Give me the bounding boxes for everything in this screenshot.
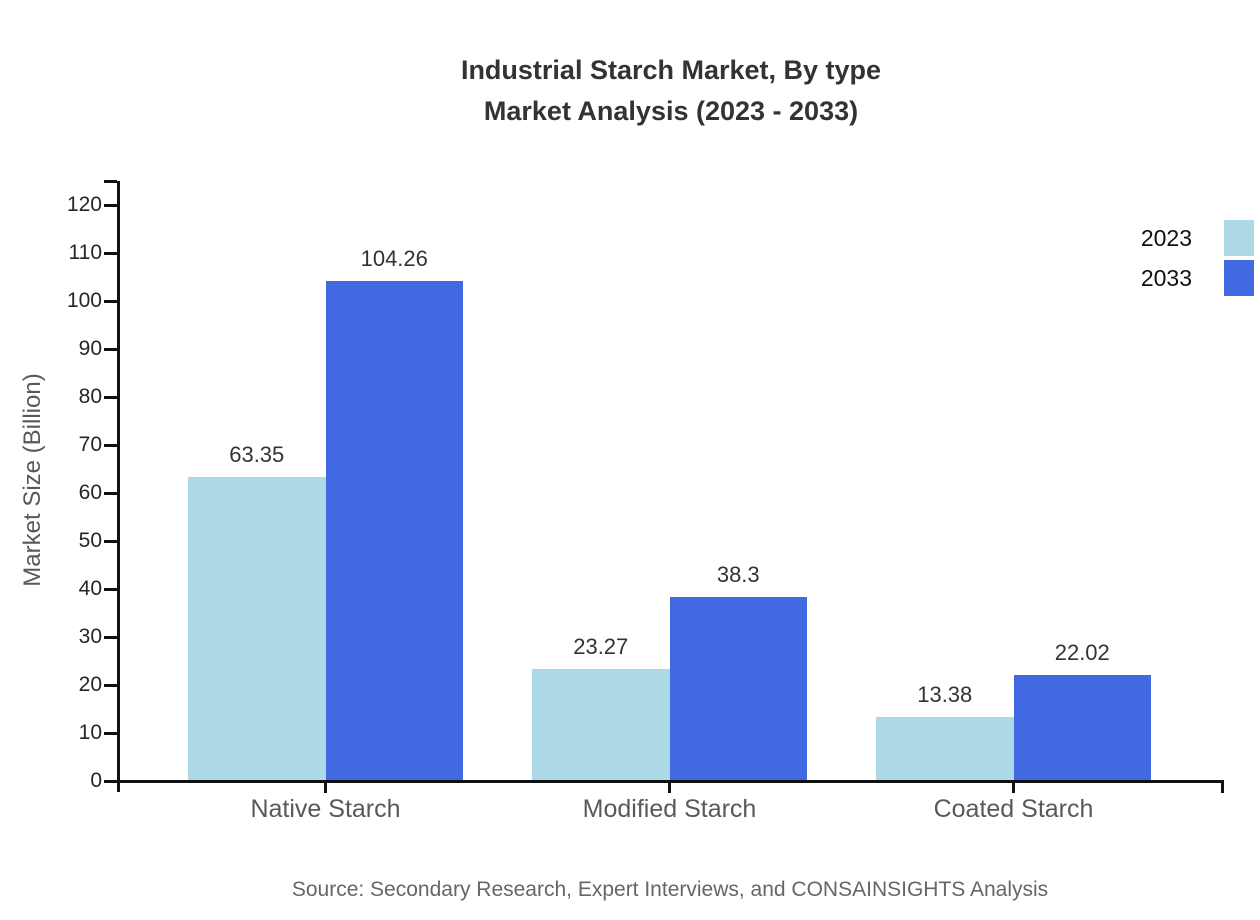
bar-2023-coated-starch: [876, 716, 1014, 781]
y-tick-label: 80: [78, 385, 102, 408]
y-tick: [104, 731, 117, 735]
y-tick-label: 10: [78, 721, 102, 744]
bar-value-label: 63.35: [229, 441, 285, 467]
x-axis-end-tick: [1220, 781, 1224, 793]
legend-swatch-2023: [1224, 220, 1254, 256]
bar-2033-coated-starch: [1013, 675, 1151, 781]
chart-title: Industrial Starch Market, By type Market …: [91, 50, 1251, 132]
y-tick: [104, 443, 117, 447]
bar-2023-native-starch: [188, 476, 326, 781]
legend-label-2023: 2023: [1140, 225, 1192, 251]
category-label-native-starch: Native Starch: [250, 795, 401, 823]
legend-label-2033: 2033: [1140, 265, 1192, 291]
y-tick-label: 40: [78, 577, 102, 600]
category-label-modified-starch: Modified Starch: [582, 795, 757, 823]
category-label-coated-starch: Coated Starch: [933, 795, 1094, 823]
source-note: Source: Secondary Research, Expert Inter…: [291, 878, 1049, 901]
y-tick-label: 100: [66, 289, 102, 312]
x-tick: [324, 781, 327, 793]
x-tick: [1012, 781, 1015, 793]
y-tick: [104, 683, 117, 687]
bar-2033-native-starch: [325, 280, 463, 781]
bar-2023-modified-starch: [532, 669, 670, 781]
y-tick-label: 60: [78, 481, 102, 504]
chart-title-line2: Market Analysis (2023 - 2033): [483, 96, 859, 126]
bar-2033-modified-starch: [669, 597, 807, 781]
y-tick-label: 90: [78, 337, 102, 360]
y-tick: [104, 491, 117, 495]
y-axis-spine: [117, 181, 120, 792]
legend-swatch-2033: [1224, 260, 1254, 296]
bar-value-label: 104.26: [360, 245, 428, 271]
y-tick: [104, 347, 117, 351]
bar-value-label: 23.27: [573, 634, 629, 660]
x-tick: [668, 781, 671, 793]
y-tick-label: 20: [78, 673, 102, 696]
y-tick-label: 0: [90, 769, 102, 792]
y-tick: [104, 203, 117, 207]
y-tick-label: 110: [68, 241, 102, 264]
bar-value-label: 22.02: [1054, 640, 1110, 666]
y-tick-label: 30: [78, 625, 102, 648]
y-tick: [104, 539, 117, 543]
y-tick: [104, 587, 117, 591]
bar-value-label: 13.38: [917, 681, 973, 707]
x-axis-line: [107, 779, 1224, 783]
y-tick: [104, 395, 117, 399]
chart-title-line1: Industrial Starch Market, By type: [460, 55, 882, 85]
y-tick-label: 120: [66, 193, 102, 216]
y-tick-label: 50: [78, 529, 102, 552]
y-axis-end-tick: [104, 180, 117, 183]
y-tick: [104, 635, 117, 639]
y-tick-label: 70: [78, 433, 102, 456]
y-tick: [104, 299, 117, 303]
bar-value-label: 38.3: [716, 562, 760, 588]
y-tick: [104, 251, 117, 255]
